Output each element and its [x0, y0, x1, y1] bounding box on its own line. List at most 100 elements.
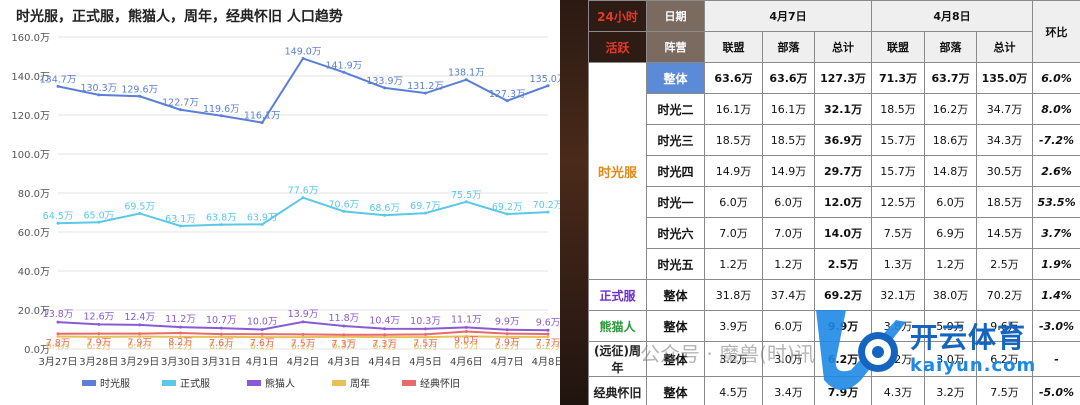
y-tick-label: 160.0万: [11, 33, 50, 44]
row-label: 整体: [646, 310, 705, 342]
y-tick-label: 140.0万: [11, 72, 50, 83]
legend-swatch: [162, 380, 176, 386]
data-point: [464, 78, 468, 82]
data-label: 63.9万: [247, 212, 278, 223]
data-label: 6.3万: [332, 341, 357, 352]
data-point: [138, 211, 142, 215]
chart-panel: 0.0万 20.0万 40.0万 60.0万 80.0万 100.0万 120.0万 140.…: [11, 9, 560, 390]
table-cell: 63.7万: [924, 62, 978, 94]
data-point: [546, 84, 550, 88]
data-label: 64.5万: [43, 211, 74, 222]
data-label: 6.1万: [291, 341, 316, 352]
data-point: [179, 224, 182, 228]
data-label: 10.7万: [206, 315, 237, 326]
data-point: [260, 222, 264, 226]
data-point: [138, 323, 142, 327]
data-label: 149.0万: [285, 46, 322, 57]
table-row: 时光服 整体 63.6万 63.6万 127.3万 71.3万 63.7万 13…: [588, 62, 1080, 280]
legend-label: 时光服: [100, 377, 130, 390]
data-point: [97, 335, 101, 339]
x-tick-label: 4月6日: [450, 356, 483, 368]
row-label: 整体: [646, 376, 705, 405]
data-label: 11.8万: [329, 313, 360, 324]
data-label: 6.2万: [87, 341, 112, 352]
table-cell: 2.5万: [813, 248, 873, 280]
data-label: 6.2万: [168, 341, 193, 352]
group-zhounian: (远征)周年: [588, 341, 647, 377]
data-label: 10.4万: [369, 316, 400, 327]
table-cell: 7.0万: [762, 217, 815, 249]
data-point: [138, 94, 142, 98]
table-cell: 18.5万: [976, 186, 1034, 218]
data-point: [56, 335, 60, 339]
table-cell: 18.5万: [704, 124, 763, 156]
table-cell: 7.0万: [704, 217, 763, 249]
table-cell: 16.1万: [704, 93, 763, 125]
data-label: 12.4万: [124, 312, 155, 323]
header-date1: 4月7日: [703, 0, 873, 32]
data-label: 6.5万: [454, 340, 479, 351]
row-label: 时光一: [646, 186, 705, 218]
legend-label: 经典怀旧: [420, 377, 460, 390]
data-label: 130.3万: [80, 83, 117, 94]
chart-title: 时光服，正式服，熊猫人，周年，经典怀旧 人口趋势: [16, 9, 343, 25]
data-label: 63.1万: [165, 214, 196, 225]
data-point: [383, 327, 387, 331]
data-point: [546, 328, 550, 332]
data-point: [260, 328, 264, 331]
data-label: 63.8万: [206, 213, 237, 224]
table-row: 时光六 7.0万 7.0万 14.0万 7.5万 6.9万 14.5万 3.7%: [589, 217, 1080, 249]
row-label: 时光二: [646, 93, 705, 125]
stats-table: 24小时 日期 4月7日 4月8日 环比 活跃 阵营 联盟 部落 总计 联盟 部…: [588, 0, 1080, 405]
y-tick-label: 20.0万: [18, 306, 50, 317]
data-point: [424, 335, 427, 339]
table-cell: 15.7万: [871, 124, 926, 156]
group-shiguang: 时光服: [588, 62, 647, 280]
data-label: 9.6万: [536, 317, 560, 328]
data-point: [219, 326, 223, 330]
table-cell: 7.5万: [871, 217, 926, 249]
data-label: 7.8万: [46, 338, 71, 349]
x-tick-label: 3月29日: [120, 356, 159, 368]
data-label: 13.8万: [43, 309, 74, 320]
data-point: [505, 335, 509, 339]
data-label: 68.6万: [369, 203, 400, 214]
table-cell: 32.1万: [813, 93, 873, 125]
data-point: [301, 332, 305, 336]
data-point: [301, 56, 305, 60]
ratio-cell: -3.0%: [1032, 310, 1080, 342]
header-camp: 阵营: [646, 31, 705, 63]
data-label: 127.3万: [489, 89, 526, 100]
data-label: 12.6万: [84, 311, 115, 322]
table-cell: 127.3万: [813, 62, 873, 94]
table-cell: 3.4万: [762, 376, 815, 405]
x-tick-label: 3月30日: [161, 356, 200, 368]
data-point: [546, 210, 550, 214]
table-cell: 9.6万: [976, 310, 1034, 342]
row-label: 整体: [646, 279, 705, 311]
table-cell: 1.3万: [871, 248, 926, 280]
data-point: [546, 335, 550, 339]
data-point: [424, 211, 427, 215]
table-row: 时光三 18.5万 18.5万 36.9万 15.7万 18.6万 34.3万 …: [589, 124, 1080, 156]
table-cell: 3.2万: [704, 341, 763, 377]
table-cell: 1.2万: [704, 248, 763, 280]
data-label: 13.9万: [288, 309, 319, 320]
legend-label: 正式服: [180, 377, 210, 390]
row-label: 时光四: [646, 155, 705, 187]
corner-24h-label: 24小时: [588, 0, 647, 32]
data-label: 6.2万: [536, 341, 560, 352]
table-row: 经典怀旧 整体 4.5万 3.4万 7.9万 4.3万 3.2万 7.5万 -5…: [588, 376, 1080, 405]
data-point: [505, 212, 509, 216]
table-cell: 6.2万: [976, 341, 1034, 377]
data-point: [383, 213, 387, 217]
data-point: [138, 335, 142, 339]
data-point: [546, 332, 550, 336]
data-point: [424, 91, 427, 95]
x-tick-label: 4月7日: [491, 356, 524, 368]
table-cell: 14.9万: [762, 155, 815, 187]
legend-swatch: [332, 380, 346, 386]
data-label: 7.7万: [536, 338, 560, 349]
sub-header: 总计: [813, 31, 873, 63]
table-row: 时光五 1.2万 1.2万 2.5万 1.3万 1.2万 2.5万 1.9%: [589, 248, 1080, 280]
